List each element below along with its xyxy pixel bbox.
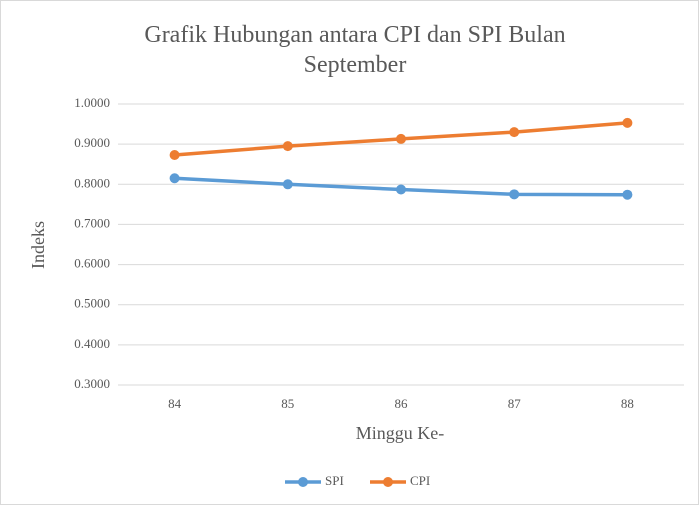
data-point bbox=[622, 117, 633, 128]
y-tick-label: 1.0000 bbox=[74, 95, 110, 110]
data-point bbox=[169, 149, 180, 160]
data-point bbox=[622, 189, 633, 200]
y-tick-label: 0.4000 bbox=[74, 336, 110, 351]
y-axis-label: Indeks bbox=[28, 221, 48, 269]
x-tick-label: 87 bbox=[508, 396, 522, 411]
y-tick-label: 0.3000 bbox=[74, 376, 110, 391]
data-point bbox=[282, 141, 293, 152]
data-point bbox=[169, 173, 180, 184]
y-tick-label: 0.8000 bbox=[74, 175, 110, 190]
data-point bbox=[509, 189, 520, 200]
legend-label: CPI bbox=[410, 473, 430, 488]
y-tick-label: 0.7000 bbox=[74, 215, 110, 230]
data-point bbox=[396, 133, 406, 144]
x-tick-label: 88 bbox=[621, 396, 634, 411]
y-tick-label: 0.6000 bbox=[74, 256, 110, 271]
y-tick-label: 0.5000 bbox=[74, 296, 110, 311]
chart-title: Grafik Hubungan antara CPI dan SPI Bulan… bbox=[144, 22, 566, 78]
legend-marker bbox=[383, 477, 393, 487]
x-tick-label: 86 bbox=[395, 396, 409, 411]
y-tick-label: 0.9000 bbox=[74, 135, 110, 150]
x-tick-label: 85 bbox=[281, 396, 294, 411]
legend-marker bbox=[298, 477, 308, 487]
x-axis-label: Minggu Ke- bbox=[356, 423, 445, 443]
data-point bbox=[396, 184, 406, 195]
data-point bbox=[509, 127, 520, 138]
legend-label: SPI bbox=[325, 473, 344, 488]
data-point bbox=[282, 179, 293, 190]
x-tick-label: 84 bbox=[168, 396, 182, 411]
